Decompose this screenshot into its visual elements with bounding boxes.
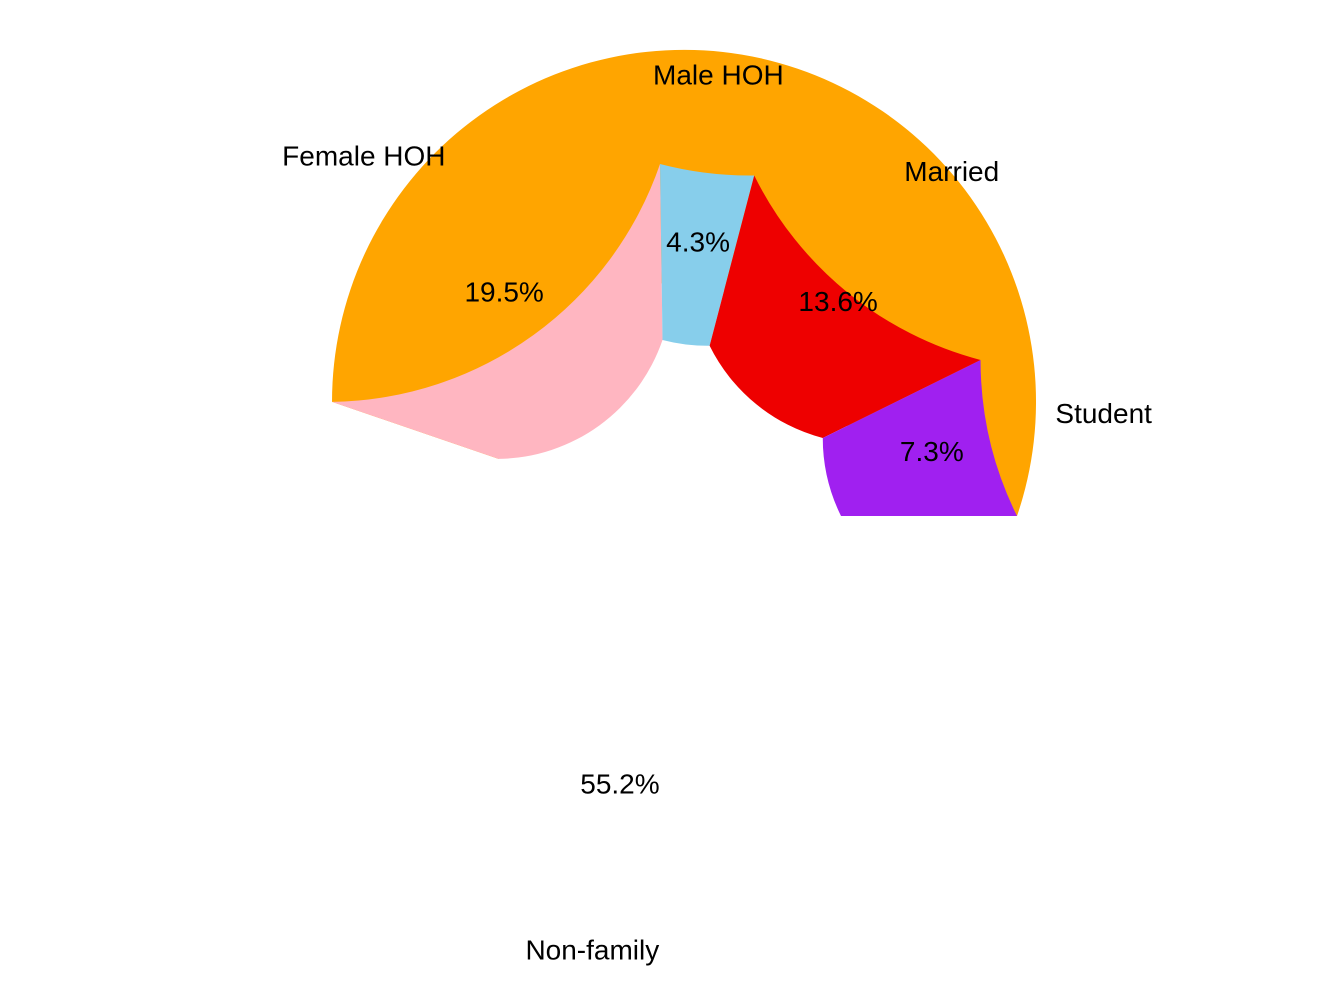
category-label-male-hoh: Male HOH bbox=[653, 60, 784, 91]
slice-student bbox=[822, 360, 1017, 516]
slice-male-hoh bbox=[660, 164, 755, 346]
slice-female-hoh bbox=[332, 164, 663, 459]
percent-label-non-family: 55.2% bbox=[580, 769, 659, 800]
category-label-student: Student bbox=[1055, 398, 1152, 429]
percent-labels-group: 55.2% 19.5% 4.3% 13.6% 7.3% bbox=[464, 226, 963, 799]
percent-label-female-hoh: 19.5% bbox=[464, 277, 543, 308]
category-labels-group: Non-family Female HOH Male HOH Married Stude… bbox=[282, 60, 1152, 966]
percent-label-student: 7.3% bbox=[900, 436, 964, 467]
category-label-non-family: Non-family bbox=[525, 934, 659, 965]
slice-married bbox=[709, 175, 981, 439]
category-label-female-hoh: Female HOH bbox=[282, 141, 445, 172]
percent-label-married: 13.6% bbox=[798, 286, 877, 317]
slices-group bbox=[332, 49, 1037, 517]
percent-label-male-hoh: 4.3% bbox=[666, 226, 730, 257]
category-label-married: Married bbox=[904, 156, 999, 187]
